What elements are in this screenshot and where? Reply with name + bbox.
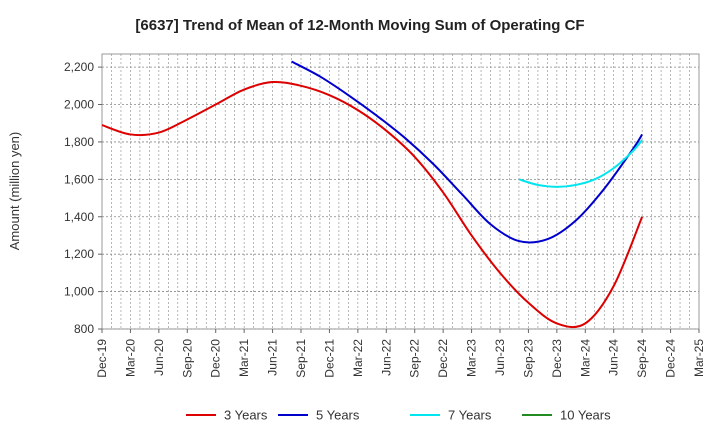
y-tick-label: 2,200	[64, 60, 94, 74]
x-tick-label: Dec-21	[322, 339, 336, 378]
x-tick-label: Dec-24	[664, 339, 678, 378]
x-axis-ticks: Dec-19 Mar-20 Jun-20 Sep-20 Dec-20 Mar-21 Jun-…	[95, 329, 706, 378]
x-tick-label: Sep-23	[521, 339, 535, 378]
x-tick-label: Sep-21	[294, 339, 308, 378]
y-axis-ticks: 800 1,000 1,200 1,400 1,600 1,800 2,000 2,200	[64, 60, 102, 336]
x-tick-label: Jun-23	[493, 339, 507, 376]
legend-label-10-years: 10 Years	[560, 408, 611, 423]
legend-label-7-years: 7 Years	[448, 408, 492, 423]
series-line-5-years	[291, 60, 643, 244]
x-tick-label: Dec-22	[436, 339, 450, 378]
x-tick-label: Sep-24	[635, 339, 649, 378]
x-tick-label: Jun-20	[152, 339, 166, 376]
y-tick-label: 1,200	[64, 247, 94, 261]
series-lines	[101, 60, 644, 329]
x-gridlines	[111, 54, 690, 329]
legend: 3 Years 5 Years 7 Years 10 Years	[186, 408, 611, 423]
x-tick-label: Mar-25	[692, 339, 706, 377]
y-tick-label: 800	[74, 322, 94, 336]
x-tick-label: Jun-22	[379, 339, 393, 376]
x-tick-label: Jun-24	[607, 339, 621, 376]
x-tick-label: Mar-21	[237, 339, 251, 377]
y-axis-label: Amount (million yen)	[7, 132, 22, 251]
x-tick-label: Sep-22	[408, 339, 422, 378]
x-tick-label: Dec-20	[209, 339, 223, 378]
x-tick-label: Sep-20	[180, 339, 194, 378]
y-gridlines	[102, 66, 699, 330]
x-tick-label: Dec-19	[95, 339, 109, 378]
x-tick-label: Mar-22	[351, 339, 365, 377]
x-tick-label: Jun-21	[266, 339, 280, 376]
series-line-3-years	[101, 80, 644, 329]
y-tick-label: 1,600	[64, 172, 94, 186]
y-tick-label: 2,000	[64, 98, 94, 112]
y-tick-label: 1,400	[64, 210, 94, 224]
legend-label-3-years: 3 Years	[224, 408, 268, 423]
y-tick-label: 1,000	[64, 285, 94, 299]
x-tick-label: Mar-24	[578, 339, 592, 377]
chart-title: [6637] Trend of Mean of 12-Month Moving …	[135, 17, 584, 34]
y-tick-label: 1,800	[64, 135, 94, 149]
x-tick-label: Mar-20	[123, 339, 137, 377]
x-tick-label: Mar-23	[465, 339, 479, 377]
plot-area	[101, 53, 700, 330]
x-tick-label: Dec-23	[550, 339, 564, 378]
legend-label-5-years: 5 Years	[316, 408, 360, 423]
series-line-7-years	[518, 139, 643, 188]
